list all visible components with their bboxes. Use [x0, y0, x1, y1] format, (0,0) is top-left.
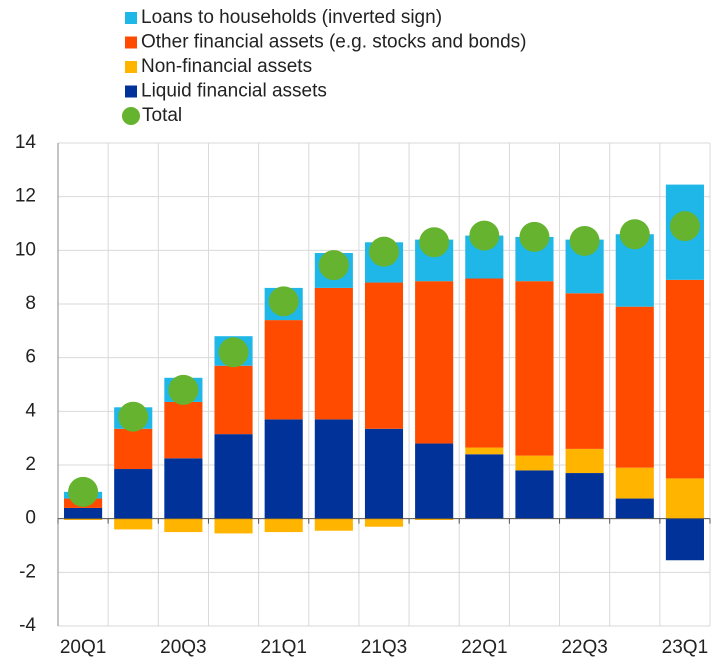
bar-segment: [515, 281, 554, 456]
bar-segment: [415, 518, 454, 521]
y-tick-label: 12: [15, 186, 36, 207]
legend-swatch: [125, 36, 137, 49]
total-dot: [168, 374, 199, 405]
bar-segment: [114, 428, 153, 470]
total-dot: [268, 286, 299, 317]
bar-segment: [665, 478, 704, 519]
bar-segment: [314, 518, 353, 531]
bar-segment: [415, 443, 454, 519]
x-tick-label: 22Q3: [561, 637, 607, 658]
legend-label: Other financial assets (e.g. stocks and …: [141, 32, 526, 53]
bar-segment: [314, 419, 353, 519]
bar-segment: [364, 518, 404, 527]
bar-segment: [214, 518, 253, 534]
bar-segment: [615, 306, 654, 468]
y-tick-label: 0: [25, 508, 36, 529]
bar-segment: [264, 518, 303, 533]
total-dot: [369, 236, 399, 267]
bar-segment: [64, 518, 103, 521]
total-dot: [68, 476, 99, 507]
y-tick-label: 10: [15, 239, 36, 260]
bar-segment: [214, 365, 253, 435]
total-dot: [218, 337, 249, 368]
x-tick-label: 22Q1: [461, 637, 507, 658]
total-dot: [669, 211, 700, 242]
y-tick-label: -4: [19, 615, 36, 636]
bar-segment: [114, 469, 153, 519]
legend-swatch: [125, 61, 137, 73]
bar-segment: [264, 320, 303, 420]
y-tick-label: 6: [25, 347, 36, 368]
bar-segment: [415, 281, 454, 444]
bar-segment: [565, 448, 604, 474]
bar-segment: [665, 518, 704, 561]
bar-segment: [465, 447, 504, 455]
legend-label: Total: [142, 105, 182, 126]
total-dot: [469, 220, 500, 251]
bar-segment: [515, 455, 554, 471]
bar-segment: [465, 278, 504, 448]
bar-segment: [364, 428, 404, 519]
total-dot: [519, 221, 550, 252]
bar-segment: [565, 293, 604, 449]
bar-segment: [615, 498, 654, 519]
legend-swatch: [122, 107, 140, 125]
bar-segment: [665, 279, 704, 479]
bar-segment: [565, 473, 604, 519]
legend-swatch: [125, 85, 137, 98]
y-tick-label: 8: [25, 293, 36, 314]
bar-segment: [364, 282, 404, 429]
bar-segment: [264, 419, 303, 519]
bar-segment: [114, 518, 153, 530]
bar-segment: [615, 467, 654, 499]
total-dot: [419, 227, 450, 258]
bar-segment: [314, 287, 353, 420]
y-tick-label: 2: [25, 454, 36, 475]
legend-swatch: [125, 12, 137, 24]
bar-segment: [214, 434, 253, 519]
bar-segment: [164, 518, 203, 533]
y-tick-label: 14: [15, 132, 37, 153]
bar-segment: [515, 470, 554, 519]
x-tick-label: 21Q3: [361, 637, 407, 658]
total-dot: [118, 401, 149, 432]
y-tick-label: 4: [25, 400, 36, 421]
y-tick-label: -2: [19, 561, 36, 582]
total-dot: [318, 250, 349, 281]
x-tick-label: 21Q1: [260, 637, 306, 658]
legend-label: Liquid financial assets: [141, 81, 327, 102]
bar-segment: [465, 454, 504, 519]
legend-label: Loans to households (inverted sign): [141, 7, 442, 28]
x-tick-label: 23Q1: [662, 637, 708, 658]
x-tick-label: 20Q3: [160, 637, 206, 658]
bar-segment: [164, 458, 203, 519]
total-dot: [619, 219, 650, 250]
legend-label: Non-financial assets: [141, 56, 312, 77]
total-dot: [569, 225, 600, 256]
bar-segment: [64, 507, 103, 519]
bar-segment: [164, 401, 203, 459]
x-tick-label: 20Q1: [60, 637, 106, 658]
